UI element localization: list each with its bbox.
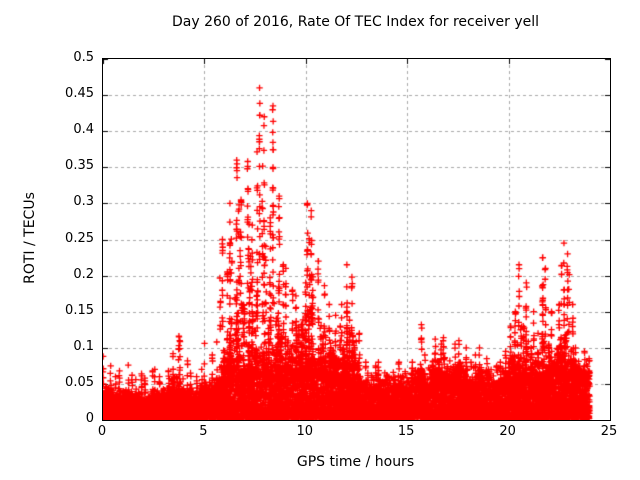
y-tick-label: 0.1	[73, 338, 94, 354]
y-tick-label: 0.05	[65, 374, 94, 390]
y-tick-label: 0.25	[65, 230, 94, 246]
plot-area	[102, 58, 611, 421]
y-tick-label: 0.2	[73, 266, 94, 282]
x-tick-label: 10	[296, 424, 314, 439]
y-tick-label: 0	[85, 411, 94, 426]
x-tick-label: 20	[499, 424, 516, 439]
x-tick-label: 0	[97, 424, 107, 439]
y-tick-label: 0.3	[73, 194, 94, 210]
y-tick-label: 0.45	[65, 86, 94, 102]
y-tick-label: 0.4	[73, 122, 94, 138]
y-tick-label: 0.35	[65, 158, 94, 174]
chart-title: Day 260 of 2016, Rate Of TEC Index for r…	[171, 14, 540, 30]
x-axis-title: GPS time / hours	[296, 454, 415, 470]
scatter-canvas	[103, 59, 610, 420]
x-tick-label: 25	[600, 424, 618, 439]
y-tick-label: 0.5	[73, 50, 94, 65]
x-tick-label: 15	[397, 424, 415, 439]
y-tick-label: 0.15	[65, 302, 94, 318]
x-tick-label: 5	[199, 424, 208, 439]
